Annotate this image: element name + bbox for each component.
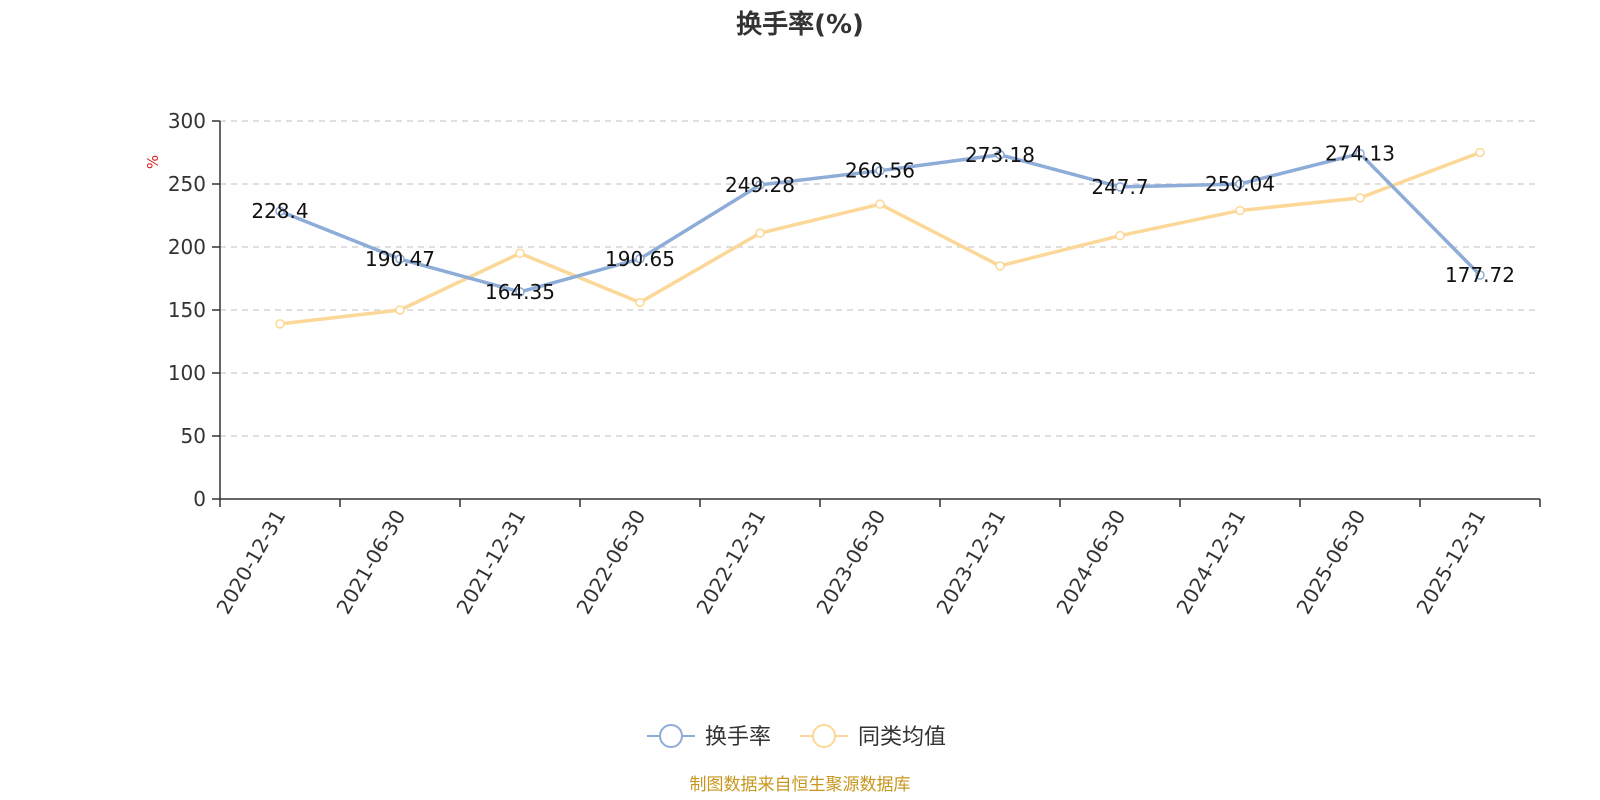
data-point xyxy=(1475,147,1485,158)
y-axis-unit: % xyxy=(144,155,162,169)
data-label: 260.56 xyxy=(845,159,915,183)
data-point xyxy=(995,150,1005,160)
data-point xyxy=(875,199,885,209)
x-tick-label: 2020-12-31 xyxy=(211,506,290,619)
data-label: 228.4 xyxy=(251,199,308,223)
y-tick-label: 250 xyxy=(168,172,206,196)
data-label: 247.7 xyxy=(1091,175,1148,199)
x-tick-label: 2022-06-30 xyxy=(571,506,650,619)
data-point xyxy=(515,287,525,297)
y-axis-ticks: 0 50 100 150 200 250 300 xyxy=(168,109,220,511)
data-point xyxy=(275,206,285,216)
data-point xyxy=(1355,148,1365,159)
source-note: 制图数据来自恒生聚源数据库 xyxy=(690,775,911,795)
legend[interactable]: 换手率 同类均值 xyxy=(647,724,946,750)
data-point xyxy=(1235,179,1245,189)
y-tick-label: 300 xyxy=(168,109,206,133)
data-point xyxy=(515,248,525,259)
legend-item-peer-average[interactable]: 同类均值 xyxy=(800,724,946,750)
y-tick-label: 150 xyxy=(168,298,206,322)
data-label: 249.28 xyxy=(725,173,795,197)
data-point xyxy=(995,261,1005,271)
data-label: 274.13 xyxy=(1325,142,1395,166)
data-point xyxy=(635,254,645,264)
data-point xyxy=(395,305,405,315)
y-tick-label: 200 xyxy=(168,235,206,259)
legend-marker xyxy=(812,724,836,748)
legend-label: 换手率 xyxy=(705,725,771,750)
data-label: 250.04 xyxy=(1205,172,1275,196)
x-tick-label: 2022-12-31 xyxy=(691,506,770,619)
legend-item-turnover[interactable]: 换手率 xyxy=(647,724,771,750)
chart-title: 换手率(%) xyxy=(736,9,864,40)
x-tick-label: 2025-12-31 xyxy=(1411,506,1490,619)
data-point xyxy=(1235,205,1245,216)
data-point xyxy=(1355,193,1365,203)
x-tick-label: 2024-12-31 xyxy=(1171,506,1250,619)
x-tick-label: 2023-12-31 xyxy=(931,506,1010,619)
grid-lines xyxy=(220,120,1540,437)
data-point xyxy=(755,228,765,238)
y-tick-label: 0 xyxy=(193,487,206,511)
legend-marker xyxy=(659,724,683,748)
y-tick-label: 100 xyxy=(168,361,206,385)
data-labels: 228.4 190.47 164.35 190.65 249.28 260.56 273.1… xyxy=(251,142,1515,304)
x-axis-ticks: 2020-12-31 2021-06-30 2021-12-31 2022-06-30… xyxy=(211,499,1541,619)
data-point xyxy=(1115,182,1125,192)
series-group xyxy=(275,147,1485,329)
x-tick-label: 2025-06-30 xyxy=(1291,506,1370,619)
data-point xyxy=(755,180,765,190)
x-tick-label: 2021-12-31 xyxy=(451,506,530,619)
data-point xyxy=(1115,230,1125,241)
data-point xyxy=(875,165,885,176)
y-tick-label: 50 xyxy=(181,424,206,448)
data-point xyxy=(635,297,645,308)
data-point xyxy=(1475,270,1485,280)
legend-label: 同类均值 xyxy=(858,725,946,750)
data-point xyxy=(395,254,405,264)
data-label: 190.47 xyxy=(365,247,435,271)
data-label: 273.18 xyxy=(965,143,1035,167)
data-label: 164.35 xyxy=(485,280,555,304)
x-tick-label: 2023-06-30 xyxy=(811,506,890,619)
data-label: 190.65 xyxy=(605,247,675,271)
data-label: 177.72 xyxy=(1445,263,1515,287)
x-tick-label: 2024-06-30 xyxy=(1051,506,1130,619)
data-point xyxy=(275,319,285,329)
x-tick-label: 2021-06-30 xyxy=(331,506,410,619)
